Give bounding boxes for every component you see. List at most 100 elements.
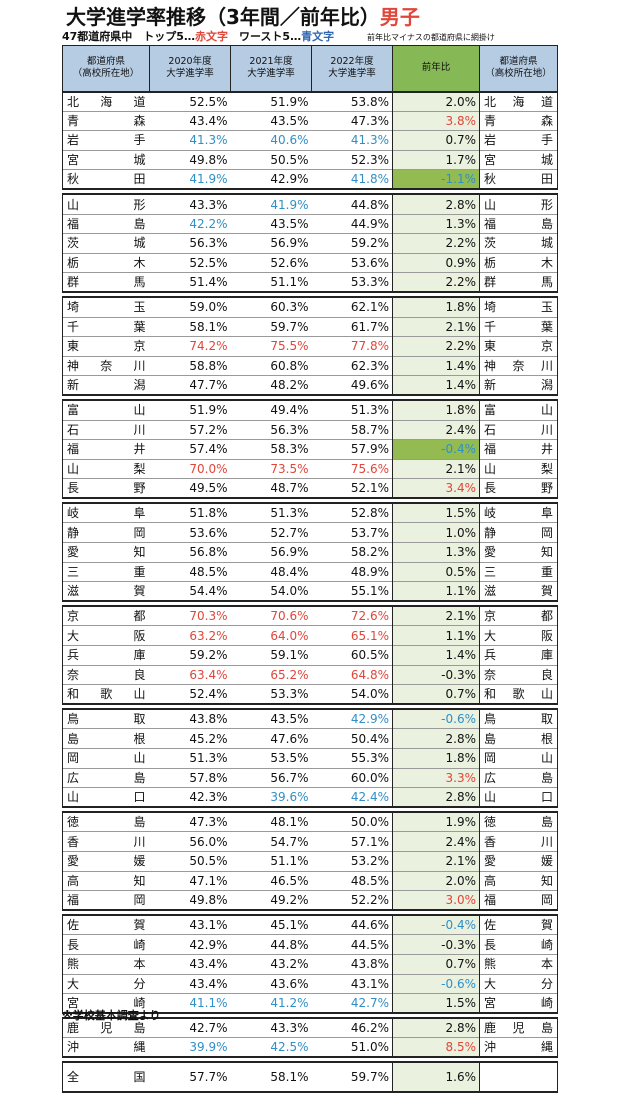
yoy-cell: 0.5% [392, 561, 480, 582]
rate-2020-cell: 57.2% [149, 419, 231, 440]
table-row: 岩手 41.3% 40.6% 41.3% 0.7% 岩手 [62, 130, 558, 151]
rate-2022-cell: 41.8% [311, 169, 393, 191]
pref-cell-right: 新潟 [479, 375, 558, 397]
rate-2021-cell: 56.3% [230, 419, 312, 440]
legend-worst-label: 青文字 [301, 30, 335, 43]
rate-2020-cell: 42.3% [149, 787, 231, 809]
rate-2022-cell: 50.4% [311, 728, 393, 749]
pref-cell: 山梨 [62, 458, 150, 479]
rate-2020-cell: 58.1% [149, 316, 231, 337]
pref-cell: 福井 [62, 439, 150, 460]
table-row: 宮城 49.8% 50.5% 52.3% 1.7% 宮城 [62, 149, 558, 170]
rate-2022-cell: 53.8% [311, 90, 393, 112]
rate-2020-cell: 39.9% [149, 1037, 231, 1059]
pref-cell-right: 福井 [479, 439, 558, 460]
total-empty-cell [479, 1061, 558, 1093]
legend-sep: ワースト5… [227, 30, 302, 43]
table-row: 佐賀 43.1% 45.1% 44.6% -0.4% 佐賀 [62, 914, 558, 935]
rate-2021-cell: 59.1% [230, 645, 312, 666]
rate-2021-cell: 43.5% [230, 110, 312, 131]
rate-2022-cell: 77.8% [311, 336, 393, 357]
rate-2020-cell: 49.8% [149, 149, 231, 170]
group-gap [62, 807, 558, 813]
group-gap [62, 1013, 558, 1019]
table-body: 北海道 52.5% 51.9% 53.8% 2.0% 北海道 青森 43.4% 43.5% 47.… [62, 90, 558, 1093]
rate-2021-cell: 43.2% [230, 953, 312, 975]
rate-2021-cell: 43.6% [230, 973, 312, 994]
yoy-cell: 2.0% [392, 870, 480, 891]
group-gap [62, 910, 558, 916]
table-row: 三重 48.5% 48.4% 48.9% 0.5% 三重 [62, 561, 558, 582]
rate-2021-cell: 48.1% [230, 811, 312, 832]
table-row: 香川 56.0% 54.7% 57.1% 2.4% 香川 [62, 831, 558, 852]
pref-cell-right: 奈良 [479, 664, 558, 685]
group-gap-cell [62, 292, 558, 298]
pref-cell: 宮崎 [62, 993, 150, 1015]
total-pref-cell: 全国 [62, 1061, 150, 1093]
pref-cell: 徳島 [62, 811, 150, 832]
total-2021-cell: 58.1% [230, 1061, 312, 1093]
header-2020-text: 2020年度 大学進学率 [166, 56, 214, 80]
pref-cell: 石川 [62, 419, 150, 440]
header-2020: 2020年度 大学進学率 [149, 45, 231, 92]
table-row: 兵庫 59.2% 59.1% 60.5% 1.4% 兵庫 [62, 645, 558, 666]
table-row: 熊本 43.4% 43.2% 43.8% 0.7% 熊本 [62, 953, 558, 975]
rate-2020-cell: 52.5% [149, 252, 231, 273]
rate-2022-cell: 51.3% [311, 399, 393, 420]
pref-cell: 山口 [62, 787, 150, 809]
yoy-cell: 2.1% [392, 605, 480, 626]
rate-2020-cell: 50.5% [149, 850, 231, 872]
rate-2020-cell: 49.5% [149, 478, 231, 500]
group-gap-cell [62, 910, 558, 916]
pref-cell-right: 山口 [479, 787, 558, 809]
yoy-cell: 2.8% [392, 728, 480, 749]
rate-2022-cell: 60.5% [311, 645, 393, 666]
yoy-cell: 3.8% [392, 110, 480, 131]
rate-2022-cell: 50.0% [311, 811, 393, 832]
legend-prefix: 47都道府県中 トップ5… [62, 30, 195, 43]
rate-2022-cell: 58.2% [311, 542, 393, 563]
rate-2020-cell: 53.6% [149, 522, 231, 543]
header-pref-right-text: 都道府県 （高校所在地） [485, 56, 552, 80]
yoy-cell: 3.4% [392, 478, 480, 500]
pref-cell: 山形 [62, 193, 150, 215]
pref-cell: 秋田 [62, 169, 150, 191]
table-row: 鳥取 43.8% 43.5% 42.9% -0.6% 鳥取 [62, 708, 558, 729]
rate-2021-cell: 51.3% [230, 502, 312, 523]
yoy-cell: 1.8% [392, 296, 480, 318]
rate-2022-cell: 52.1% [311, 478, 393, 500]
rate-2021-cell: 56.9% [230, 542, 312, 563]
rate-2020-cell: 45.2% [149, 728, 231, 749]
yoy-cell: 2.8% [392, 193, 480, 215]
group-gap-cell [62, 189, 558, 195]
rate-2022-cell: 57.1% [311, 831, 393, 852]
pref-cell: 佐賀 [62, 914, 150, 935]
pref-cell: 宮城 [62, 149, 150, 170]
pref-cell-right: 愛媛 [479, 850, 558, 872]
pref-cell-right: 鹿児島 [479, 1017, 558, 1038]
table-row: 栃木 52.5% 52.6% 53.6% 0.9% 栃木 [62, 252, 558, 273]
header-pref-right: 都道府県 （高校所在地） [479, 45, 558, 92]
pref-cell-right: 栃木 [479, 252, 558, 273]
rate-2021-cell: 49.2% [230, 890, 312, 912]
rate-2020-cell: 57.4% [149, 439, 231, 460]
rate-2020-cell: 56.0% [149, 831, 231, 852]
pref-cell: 神奈川 [62, 355, 150, 376]
rate-2021-cell: 50.5% [230, 149, 312, 170]
group-gap-cell [62, 498, 558, 504]
pref-cell-right: 北海道 [479, 90, 558, 112]
rate-2021-cell: 54.7% [230, 831, 312, 852]
pref-cell: 千葉 [62, 316, 150, 337]
table-row: 東京 74.2% 75.5% 77.8% 2.2% 東京 [62, 336, 558, 357]
header-yoy-text: 前年比 [421, 62, 451, 74]
rate-2021-cell: 75.5% [230, 336, 312, 357]
table-row: 埼玉 59.0% 60.3% 62.1% 1.8% 埼玉 [62, 296, 558, 318]
table-row: 滋賀 54.4% 54.0% 55.1% 1.1% 滋賀 [62, 581, 558, 603]
title-accent: 男子 [379, 5, 420, 29]
pref-cell-right: 兵庫 [479, 645, 558, 666]
pref-cell-right: 熊本 [479, 953, 558, 975]
rate-2021-cell: 47.6% [230, 728, 312, 749]
pref-cell-right: 大阪 [479, 625, 558, 646]
rate-2021-cell: 59.7% [230, 316, 312, 337]
pref-cell: 新潟 [62, 375, 150, 397]
